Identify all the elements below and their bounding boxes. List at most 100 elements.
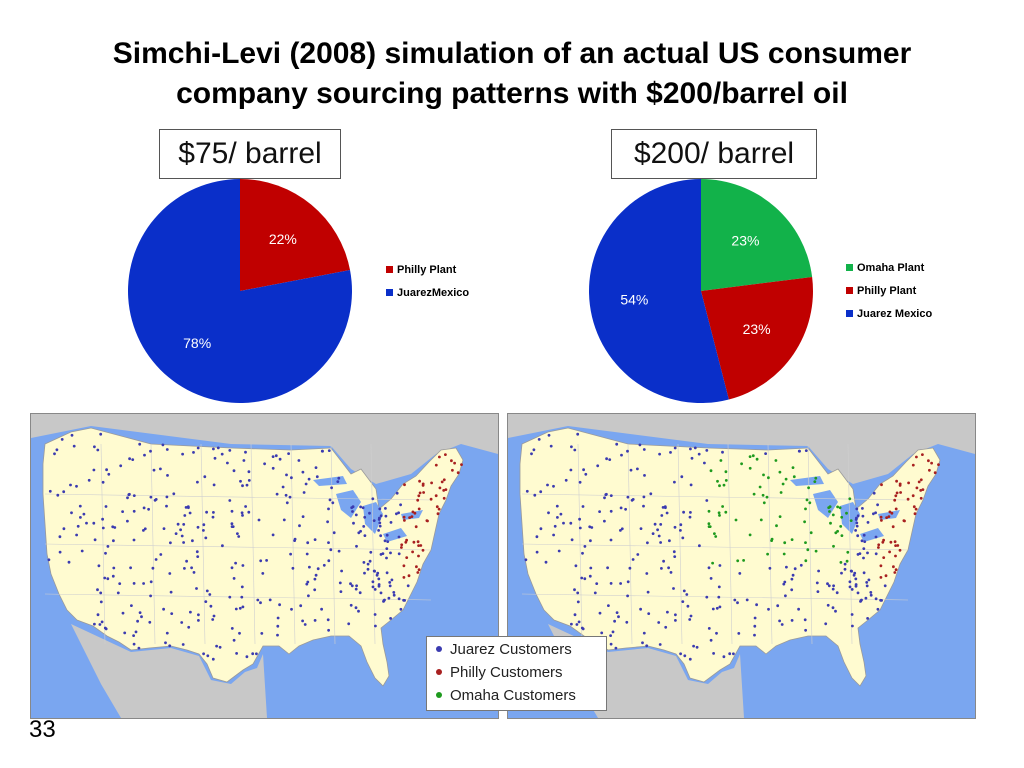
customer-dot-juarez xyxy=(620,453,623,457)
customer-dot-juarez xyxy=(573,588,576,592)
customer-dot-juarez xyxy=(705,499,709,502)
customer-dot-juarez xyxy=(854,529,857,532)
customer-dot-juarez xyxy=(180,534,184,538)
customer-dot-philly xyxy=(444,453,447,456)
customer-dot-philly xyxy=(438,455,441,459)
customer-dot-juarez xyxy=(707,566,711,570)
customer-dot-omaha xyxy=(814,476,818,480)
customer-dot-juarez xyxy=(105,468,108,472)
customer-dot-juarez xyxy=(196,480,199,484)
pie-slice-philly-plant xyxy=(701,276,813,400)
customer-dot-juarez xyxy=(276,624,280,628)
customer-dot-juarez xyxy=(645,644,649,648)
customer-dot-juarez xyxy=(331,501,335,505)
customer-dot-omaha xyxy=(781,482,785,486)
customer-dot-juarez xyxy=(688,515,692,519)
customer-dot-juarez xyxy=(306,541,310,545)
customer-dot-juarez xyxy=(879,598,882,602)
customer-dot-philly xyxy=(403,519,406,522)
customer-dot-juarez xyxy=(373,613,377,616)
customer-dot-juarez xyxy=(379,591,383,595)
customer-dot-omaha xyxy=(724,470,728,474)
customer-dot-juarez xyxy=(578,517,581,521)
customer-dot-omaha xyxy=(716,479,719,483)
legend-swatch-philly xyxy=(846,287,853,294)
customer-dot-juarez xyxy=(363,534,367,537)
customer-dot-juarez xyxy=(62,490,66,494)
customer-dot-juarez xyxy=(257,518,261,522)
customer-dot-juarez xyxy=(856,534,860,538)
great-lake xyxy=(336,490,361,518)
customer-dot-juarez xyxy=(848,585,852,589)
customer-dot-juarez xyxy=(600,631,604,635)
customer-dot-juarez xyxy=(244,505,248,508)
canada-landmass xyxy=(31,414,498,484)
customer-dot-juarez xyxy=(340,569,343,573)
customer-dot-juarez xyxy=(93,622,96,626)
customer-dot-omaha xyxy=(762,473,765,477)
customer-dot-juarez xyxy=(791,573,795,577)
customer-dot-juarez xyxy=(255,652,258,656)
customer-dot-juarez xyxy=(330,486,333,490)
customer-dot-juarez xyxy=(689,447,692,451)
customer-dot-philly xyxy=(880,483,883,487)
customer-dot-philly xyxy=(919,496,923,500)
customer-dot-juarez xyxy=(247,470,251,474)
customer-dot-juarez xyxy=(327,628,330,632)
customer-dot-philly xyxy=(442,489,446,492)
customer-dot-juarez xyxy=(832,584,835,588)
customer-dot-philly xyxy=(879,564,883,568)
customer-dot-juarez xyxy=(126,519,129,523)
customer-dot-philly xyxy=(417,554,420,558)
customer-dot-juarez xyxy=(850,569,853,573)
customer-dot-juarez xyxy=(313,588,317,592)
customer-dot-juarez xyxy=(679,652,682,656)
customer-dot-juarez xyxy=(537,438,541,441)
customer-dot-juarez xyxy=(646,541,649,545)
customer-dot-juarez xyxy=(143,453,146,457)
customer-dot-juarez xyxy=(657,534,661,538)
customer-dot-juarez xyxy=(75,533,78,537)
customer-dot-juarez xyxy=(862,571,866,575)
customer-dot-juarez xyxy=(230,627,234,630)
customer-dot-juarez xyxy=(351,510,354,513)
customer-dot-juarez xyxy=(298,524,301,528)
customer-dot-juarez xyxy=(93,445,96,449)
slide-title-line-1: Simchi-Levi (2008) simulation of an actu… xyxy=(112,37,912,70)
customer-dot-juarez xyxy=(290,476,293,480)
customer-dot-juarez xyxy=(132,582,136,585)
customer-dot-omaha xyxy=(752,492,756,496)
customer-dot-omaha xyxy=(767,476,770,480)
customer-dot-juarez xyxy=(693,446,697,450)
customer-dot-philly xyxy=(912,505,916,509)
legend-label: Juarez Mexico xyxy=(857,307,933,320)
customer-dot-omaha xyxy=(848,497,852,501)
customer-dot-philly xyxy=(442,478,446,482)
customer-dot-juarez xyxy=(247,510,251,514)
customer-dot-juarez xyxy=(658,643,662,646)
state-border xyxy=(627,443,633,645)
customer-dot-juarez xyxy=(856,591,860,595)
customer-dot-juarez xyxy=(581,505,585,508)
customer-dot-juarez xyxy=(241,605,245,609)
pie-data-label: 54% xyxy=(620,291,648,307)
customer-dot-juarez xyxy=(112,539,115,543)
customer-dot-juarez xyxy=(149,594,152,598)
pie-legend-75: Philly Plant JuarezMexico xyxy=(386,258,469,304)
customer-dot-juarez xyxy=(53,452,56,456)
map-75-barrel xyxy=(30,413,499,719)
customer-dot-juarez xyxy=(142,506,146,510)
customer-dot-juarez xyxy=(574,564,578,568)
customer-dot-juarez xyxy=(132,642,136,646)
customer-dot-juarez xyxy=(359,529,362,533)
customer-dot-juarez xyxy=(667,566,670,570)
customer-dot-juarez xyxy=(58,535,62,539)
customer-dot-juarez xyxy=(855,507,859,511)
customer-dot-juarez xyxy=(285,501,289,505)
customer-dot-juarez xyxy=(355,544,358,548)
customer-dot-philly xyxy=(419,544,423,547)
customer-dot-juarez xyxy=(339,590,343,593)
customer-dot-juarez xyxy=(48,489,52,493)
customer-dot-juarez xyxy=(349,582,352,586)
customer-dot-juarez xyxy=(58,550,62,554)
